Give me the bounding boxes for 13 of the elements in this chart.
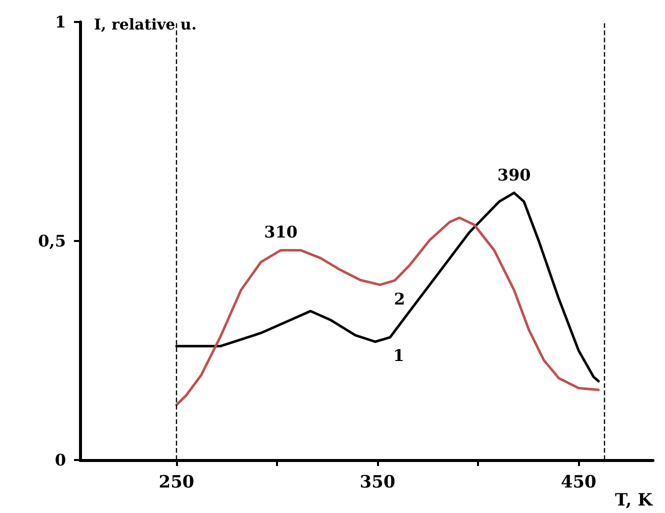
x-tick-label: 450 <box>560 472 597 492</box>
series-label: 1 <box>393 346 404 366</box>
series-label: 2 <box>394 289 406 308</box>
x-tick-label: 350 <box>360 472 396 492</box>
annotation: 310 <box>264 222 298 242</box>
annotation: 390 <box>497 165 531 184</box>
y-tick-label: 0 <box>54 450 66 470</box>
line-series <box>175 216 600 406</box>
y-tick-label: 0,5 <box>38 232 66 250</box>
y-axis-title: I, relative u. <box>94 16 197 34</box>
y-tick-label: 1 <box>54 12 66 32</box>
x-axis-title: T, K <box>615 490 654 510</box>
x-tick-label: 250 <box>158 472 194 492</box>
